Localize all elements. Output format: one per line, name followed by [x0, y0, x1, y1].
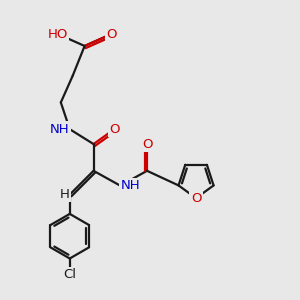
Text: O: O — [109, 123, 120, 136]
Text: NH: NH — [120, 179, 140, 192]
Text: O: O — [142, 138, 152, 151]
Text: Cl: Cl — [63, 268, 76, 281]
Text: H: H — [60, 188, 70, 201]
Text: NH: NH — [50, 123, 70, 136]
Text: O: O — [191, 192, 201, 205]
Text: O: O — [106, 28, 117, 40]
Text: HO: HO — [48, 28, 68, 40]
